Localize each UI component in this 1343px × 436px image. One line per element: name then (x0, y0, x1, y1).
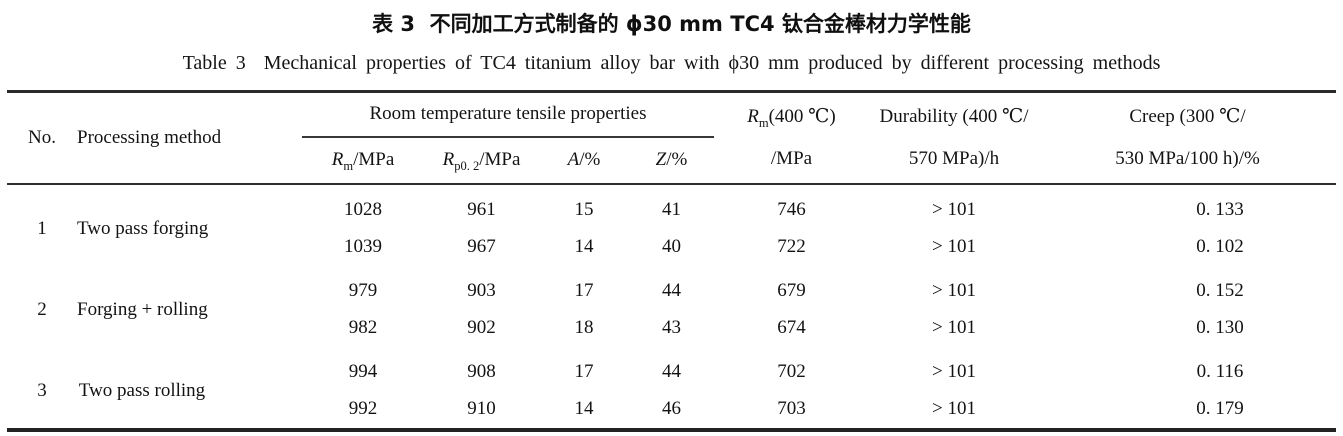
header-creep-line1: Creep (300 ℃/ (1129, 105, 1246, 127)
cell-durability: > 101 (932, 361, 976, 382)
cell-rm: 982 (348, 317, 378, 338)
cell-no: 2 (37, 298, 47, 320)
cell-durability: > 101 (932, 236, 976, 257)
cell-no: 1 (37, 217, 47, 239)
header-durability: Durability (400 ℃/ 570 MPa)/h (869, 91, 1039, 185)
cell-rm400: 674 (777, 317, 806, 338)
cell-durability: > 101 (932, 199, 976, 220)
cell-processing-method: Two pass rolling (78, 379, 206, 401)
cell-processing-method: Forging + rolling (77, 298, 208, 320)
cell-elongation: 17 (574, 280, 594, 301)
cell-durability: > 101 (932, 280, 976, 301)
cell-reduction: 44 (662, 280, 681, 301)
cell-creep: 0. 102 (1196, 236, 1244, 257)
cell-rp02: 902 (467, 317, 496, 338)
header-rm400-line2: /MPa (770, 147, 813, 169)
cell-rm: 992 (348, 398, 378, 419)
cell-durability: > 101 (932, 398, 976, 419)
cell-reduction: 43 (662, 317, 681, 338)
table-row: 982 902 18 43 674 > 101 0. 130 (7, 310, 1336, 347)
row-group-3: 3 Two pass rolling 994 908 17 44 702 > 1… (7, 347, 1336, 430)
cell-rm400: 746 (777, 199, 806, 220)
table-row: 3 Two pass rolling 994 908 17 44 702 > 1… (7, 347, 1336, 401)
rp02-unit: /MPa (479, 149, 521, 170)
cell-rp02: 961 (467, 199, 496, 220)
reduction-unit: /% (666, 149, 688, 170)
table-header: No. Processing method Room temperature t… (7, 91, 1336, 185)
table-row: 992 910 14 46 703 > 101 0. 179 (7, 391, 1336, 430)
cell-creep: 0. 133 (1196, 199, 1244, 220)
rp02-subscript: p0. 2 (454, 158, 480, 173)
table-title-en: Table 3 Mechanical properties of TC4 tit… (182, 52, 1161, 74)
header-creep-line2: 530 MPa/100 h)/% (1115, 147, 1260, 169)
header-rm400-line1: Rm(400 ℃) (714, 96, 869, 138)
cell-rm: 979 (348, 280, 378, 301)
rm-symbol: R (331, 149, 344, 170)
cell-no: 3 (37, 379, 47, 401)
table-row: 1039 967 14 40 722 > 101 0. 102 (7, 229, 1336, 266)
cell-reduction: 46 (662, 398, 681, 419)
cell-elongation: 18 (574, 317, 594, 338)
cell-reduction: 40 (662, 236, 681, 257)
reduction-symbol: Z (655, 149, 667, 170)
rp02-symbol: R (442, 149, 455, 170)
cell-elongation: 15 (574, 199, 594, 220)
cell-reduction: 41 (662, 199, 681, 220)
cell-rm400: 679 (777, 280, 806, 301)
cell-creep: 0. 130 (1196, 317, 1244, 338)
header-elongation: A/% (539, 136, 629, 185)
header-rm: Rm/MPa (302, 136, 424, 185)
header-row-2: Rm/MPa Rp0. 2/MPa A/% Z/% (7, 136, 1336, 185)
header-durability-line1: Durability (400 ℃/ (879, 105, 1029, 127)
cell-rp02: 967 (467, 236, 496, 257)
header-rm-400: Rm(400 ℃) /MPa (714, 91, 869, 185)
cell-rp02: 910 (467, 398, 496, 419)
cell-rm400: 722 (777, 236, 806, 257)
cell-durability: > 101 (932, 317, 976, 338)
row-group-1: 1 Two pass forging 1028 961 15 41 746 > … (7, 184, 1336, 266)
rm-subscript: m (343, 158, 354, 173)
header-no: No. (7, 91, 77, 185)
cell-rm: 994 (348, 361, 378, 382)
cell-rm: 1039 (344, 236, 382, 257)
mechanical-properties-table: No. Processing method Room temperature t… (7, 90, 1336, 432)
row-group-2: 2 Forging + rolling 979 903 17 44 679 > … (7, 266, 1336, 347)
cell-rm400: 703 (777, 398, 806, 419)
cell-creep: 0. 152 (1196, 280, 1244, 301)
cell-elongation: 14 (574, 236, 594, 257)
table-row: 2 Forging + rolling 979 903 17 44 679 > … (7, 266, 1336, 320)
cell-rm400: 702 (777, 361, 806, 382)
cell-rp02: 903 (467, 280, 496, 301)
cell-elongation: 14 (574, 398, 594, 419)
cell-elongation: 17 (574, 361, 594, 382)
header-processing-method: Processing method (77, 91, 302, 185)
cell-rp02: 908 (467, 361, 496, 382)
cell-creep: 0. 116 (1196, 361, 1244, 382)
cell-creep: 0. 179 (1196, 398, 1244, 419)
header-tensile-group: Room temperature tensile properties (302, 91, 714, 138)
header-creep: Creep (300 ℃/ 530 MPa/100 h)/% (1039, 91, 1336, 185)
elongation-symbol: A (567, 149, 580, 170)
header-durability-line2: 570 MPa)/h (908, 147, 1000, 169)
rm400-symbol: R (747, 105, 759, 127)
rm400-subscript: m (758, 115, 769, 130)
header-rp02: Rp0. 2/MPa (424, 136, 539, 185)
cell-reduction: 44 (662, 361, 681, 382)
rm-unit: /MPa (353, 149, 395, 170)
cell-processing-method: Two pass forging (77, 217, 209, 239)
header-reduction: Z/% (629, 136, 714, 185)
header-row-1: No. Processing method Room temperature t… (7, 91, 1336, 185)
elongation-unit: /% (579, 149, 601, 170)
table-title-zh: 表 3 不同加工方式制备的 ϕ30 mm TC4 钛合金棒材力学性能 (372, 12, 971, 36)
cell-rm: 1028 (344, 199, 382, 220)
table-row: 1 Two pass forging 1028 961 15 41 746 > … (7, 184, 1336, 239)
rm400-condition: (400 ℃) (768, 105, 836, 127)
